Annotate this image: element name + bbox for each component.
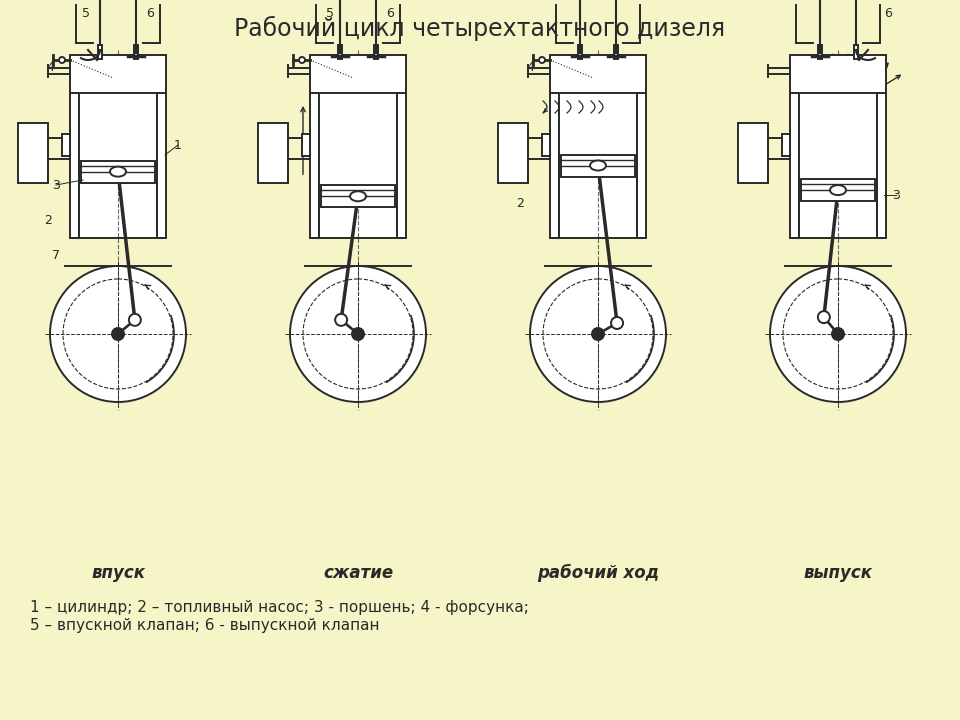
Bar [798, 563, 878, 585]
Text: 6: 6 [386, 6, 394, 19]
Text: Рабочий цикл четырехтактного дизеля: Рабочий цикл четырехтактного дизеля [234, 15, 726, 40]
Bar [319, 93, 397, 238]
Text: 3: 3 [892, 189, 900, 202]
Ellipse shape [590, 161, 606, 171]
Circle shape [290, 266, 426, 402]
Circle shape [59, 57, 65, 63]
Bar [542, 134, 550, 156]
Text: 4: 4 [526, 60, 534, 73]
Bar [877, 93, 886, 238]
Bar [78, 563, 158, 585]
Bar [559, 93, 637, 155]
Bar [558, 563, 638, 585]
Bar [790, 93, 799, 238]
Circle shape [112, 328, 124, 340]
Circle shape [130, 315, 140, 325]
Text: рабочий ход: рабочий ход [537, 564, 659, 582]
Circle shape [530, 266, 666, 402]
Bar [578, 45, 582, 59]
Bar [799, 93, 877, 179]
Bar [321, 185, 395, 207]
Circle shape [50, 266, 186, 402]
Bar [801, 179, 875, 201]
Bar [561, 155, 635, 176]
Bar [310, 93, 319, 238]
Bar [790, 55, 886, 93]
Circle shape [612, 317, 623, 329]
Text: 2: 2 [44, 214, 52, 227]
Bar [854, 45, 858, 59]
Circle shape [539, 57, 545, 63]
Bar [81, 161, 155, 183]
Bar [79, 93, 157, 161]
Circle shape [592, 328, 604, 340]
Bar [374, 45, 378, 59]
Text: сжатие: сжатие [323, 564, 393, 582]
Text: 7: 7 [52, 248, 60, 261]
Bar [637, 93, 646, 238]
Bar [62, 134, 70, 156]
Text: 5: 5 [82, 6, 90, 19]
Bar [782, 134, 790, 156]
Text: 5 – впускной клапан; 6 - выпускной клапан: 5 – впускной клапан; 6 - выпускной клапа… [30, 618, 379, 633]
Text: 6: 6 [884, 6, 892, 19]
Text: 4: 4 [46, 60, 54, 73]
Bar [397, 93, 406, 238]
Bar [302, 134, 310, 156]
Bar [550, 55, 646, 93]
Bar [614, 45, 618, 59]
Circle shape [612, 318, 622, 328]
Bar [498, 123, 528, 183]
Ellipse shape [110, 166, 126, 176]
Ellipse shape [830, 185, 846, 195]
Circle shape [352, 328, 364, 340]
Circle shape [129, 314, 141, 326]
Text: 1 – цилиндр; 2 – топливный насос; 3 - поршень; 4 - форсунка;: 1 – цилиндр; 2 – топливный насос; 3 - по… [30, 600, 529, 615]
Text: выпуск: выпуск [804, 564, 873, 582]
Bar [70, 55, 166, 93]
Bar [559, 93, 637, 238]
Text: впуск: впуск [91, 564, 145, 582]
Text: 3: 3 [52, 179, 60, 192]
Ellipse shape [350, 192, 366, 202]
Bar [799, 93, 877, 238]
Text: 1: 1 [174, 138, 182, 151]
Text: 5: 5 [326, 6, 334, 19]
Circle shape [832, 328, 844, 340]
Circle shape [819, 312, 828, 322]
Circle shape [335, 314, 348, 326]
Bar [79, 93, 157, 238]
Bar [310, 55, 406, 93]
Circle shape [336, 315, 347, 325]
Circle shape [770, 266, 906, 402]
Bar [98, 45, 102, 59]
Bar [157, 93, 166, 238]
Bar [338, 45, 342, 59]
Bar [550, 93, 559, 238]
Bar [319, 93, 397, 185]
Text: 2: 2 [516, 197, 524, 210]
Circle shape [299, 57, 305, 63]
Bar [818, 45, 822, 59]
Bar [70, 93, 79, 238]
Circle shape [818, 311, 829, 323]
Bar [738, 123, 768, 183]
Bar [258, 123, 288, 183]
Text: 6: 6 [146, 6, 154, 19]
Bar [318, 563, 398, 585]
Bar [18, 123, 48, 183]
Bar [134, 45, 138, 59]
